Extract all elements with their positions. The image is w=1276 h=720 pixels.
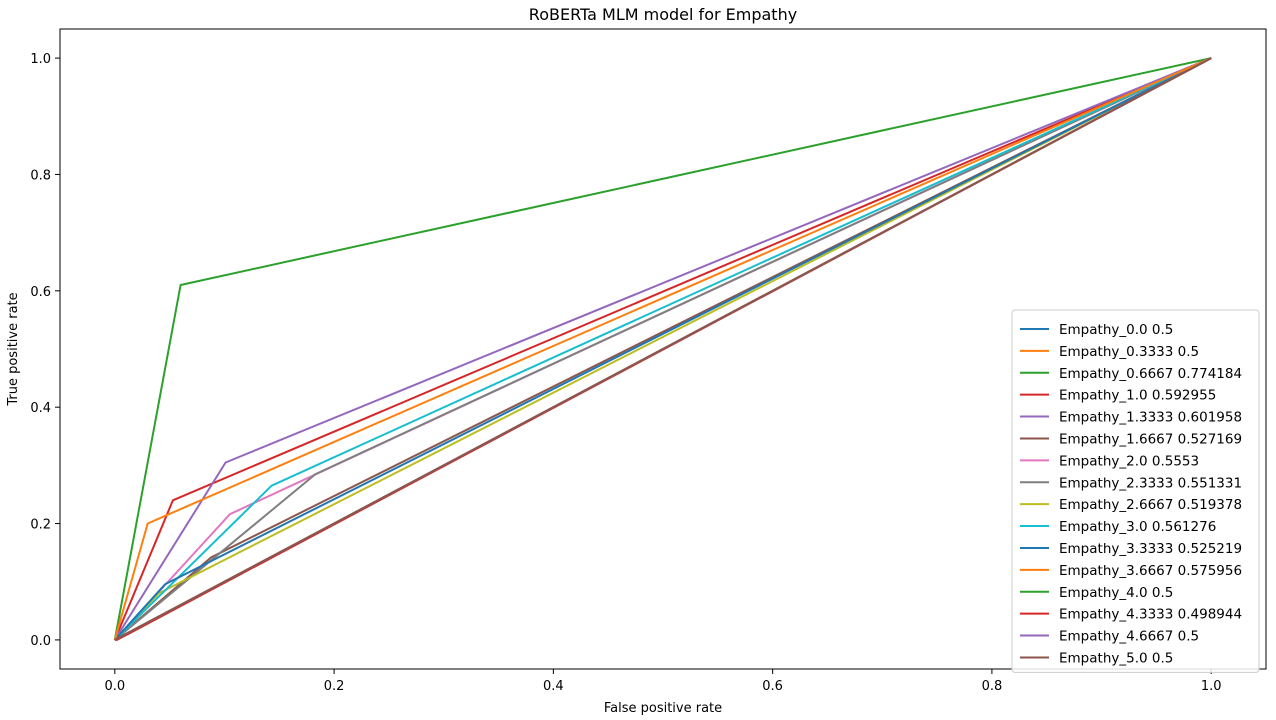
y-tick-label: 0.4 — [30, 401, 51, 416]
legend-frame — [1011, 309, 1260, 673]
series-line-3 — [113, 57, 1212, 641]
legend: Empathy_0.0 0.5 Empathy_0.3333 0.5 Empathy… — [1011, 309, 1260, 673]
x-tick-label: 0.2 — [324, 679, 345, 694]
y-tick-label: 0.8 — [30, 168, 51, 183]
series-line-15 — [114, 57, 1212, 641]
legend-entry: Empathy_5.0 0.5 — [1059, 650, 1173, 666]
y-tick-label: 0.6 — [30, 285, 51, 300]
y-tick-label: 0.0 — [30, 634, 51, 649]
series-lines — [113, 57, 1212, 641]
x-axis-label: False positive rate — [604, 701, 722, 716]
series-line-9 — [114, 57, 1212, 641]
axes-frame — [59, 28, 1267, 670]
x-tick-label: 0.4 — [543, 679, 564, 694]
legend-entry: Empathy_4.6667 0.5 — [1059, 629, 1199, 645]
series-line-10 — [114, 57, 1212, 641]
series-line-4 — [113, 57, 1212, 641]
series-line-7 — [114, 57, 1212, 641]
legend-entry: Empathy_3.0 0.561276 — [1059, 519, 1216, 535]
series-line-11 — [113, 57, 1212, 641]
x-axis-ticks: 0.0 0.2 0.4 0.6 0.8 1.0 — [104, 669, 1222, 694]
x-tick-label: 0.8 — [982, 679, 1003, 694]
legend-entry: Empathy_3.6667 0.575956 — [1059, 563, 1242, 579]
x-tick-label: 1.0 — [1201, 679, 1222, 694]
series-line-2 — [113, 57, 1212, 641]
legend-entry: Empathy_4.0 0.5 — [1059, 585, 1173, 601]
legend-entry: Empathy_2.3333 0.551331 — [1059, 475, 1242, 491]
y-tick-label: 1.0 — [30, 52, 51, 67]
legend-entry: Empathy_1.0 0.592955 — [1059, 388, 1216, 404]
legend-entry: Empathy_2.0 0.5553 — [1059, 453, 1199, 469]
legend-entry: Empathy_4.3333 0.498944 — [1059, 607, 1242, 623]
legend-entry: Empathy_3.3333 0.525219 — [1059, 541, 1242, 557]
y-axis-label: True positive rate — [6, 292, 21, 406]
x-tick-label: 0.6 — [762, 679, 783, 694]
chart-title: RoBERTa MLM model for Empathy — [529, 5, 797, 24]
legend-entry: Empathy_2.6667 0.519378 — [1059, 497, 1242, 513]
legend-entry: Empathy_0.6667 0.774184 — [1059, 366, 1242, 382]
y-axis-ticks: 0.0 0.2 0.4 0.6 0.8 1.0 — [30, 52, 60, 649]
x-tick-label: 0.0 — [104, 679, 125, 694]
legend-entry: Empathy_0.0 0.5 — [1059, 322, 1173, 338]
legend-entry: Empathy_0.3333 0.5 — [1059, 344, 1199, 360]
y-tick-label: 0.2 — [30, 518, 51, 533]
legend-entry: Empathy_1.3333 0.601958 — [1059, 410, 1242, 426]
legend-entry: Empathy_1.6667 0.527169 — [1059, 431, 1242, 447]
